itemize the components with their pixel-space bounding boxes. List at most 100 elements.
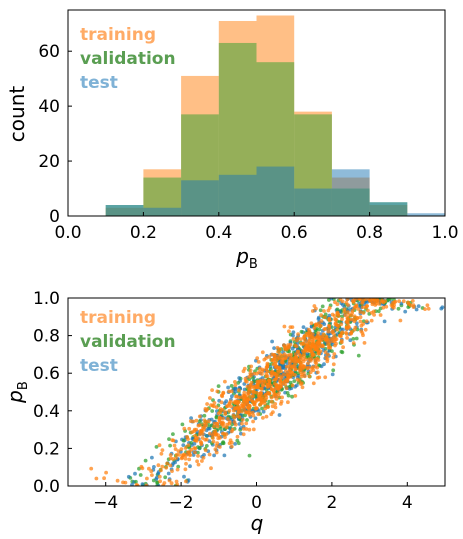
scatter-point-training [255,356,260,361]
scatter-point-training [223,410,228,415]
scatter-point-training [303,357,308,362]
scatter-point-training [266,391,271,396]
scatter-point-validation [214,415,219,419]
scatter-point-training [279,384,283,389]
scatter-point-training [219,393,224,398]
scatter-point-training [203,437,208,442]
scatter-point-test [189,416,194,420]
scatter-point-training [284,386,289,391]
scatter-point-test [270,339,274,344]
scatter-point-training [251,413,256,418]
histogram-frame [67,9,446,217]
scatter-point-training [261,383,266,388]
scatter-point-training [215,424,220,429]
scatter-point-training [210,388,215,392]
scatter-point-training [159,451,164,456]
scatter-point-test [130,482,134,486]
scatter-point-test [382,319,387,324]
scatter-point-training [260,372,264,376]
scatter-point-training [237,415,242,419]
scatter-panel: −4 −2 0 2 4 0.0 0.2 0.4 0.6 0.8 1.0 q pB training… [3,289,446,535]
scatter-point-training [376,298,380,303]
scatter-point-training [229,444,234,449]
scatter-point-training [296,332,300,336]
scatter-point-test [233,389,238,394]
scatter-point-training [349,313,354,318]
scatter-point-validation [356,353,361,358]
scatter-point-training [165,461,170,466]
scatter-point-test [166,471,171,476]
scatter-point-test [188,464,192,469]
scatter-point-training [284,369,288,373]
scatter-point-training [296,336,300,341]
scatter-point-validation [285,391,290,395]
scatter-point-training [161,483,166,486]
scatter-point-training [245,384,250,389]
scatter-point-training [311,381,316,386]
scatter-point-training [183,467,188,472]
scatter-point-training [287,364,291,369]
scatter-point-training [331,362,336,367]
scatter-point-test [192,441,197,446]
scatter-point-training [294,355,299,360]
scatter-point-training [269,399,274,404]
scatter-point-training [242,366,247,371]
scatter-point-training [256,360,261,364]
scatter-y-ticks: 0.0 0.2 0.4 0.6 0.8 1.0 [33,289,72,497]
scatter-point-training [345,336,349,340]
scatter-point-training [360,331,365,335]
scatter-point-training [274,397,279,401]
scatter-point-training [214,443,219,448]
scatter-point-test [440,305,445,310]
scatter-point-validation [151,478,156,483]
scatter-point-training [261,416,265,420]
scatter-point-training [243,376,248,381]
histogram-bar-test [256,166,295,216]
scatter-point-validation [176,464,181,469]
scatter-point-training [334,317,338,322]
scatter-point-training [327,340,332,345]
scatter-point-validation [292,379,297,383]
scatter-point-training [287,361,292,366]
scatter-point-training [279,399,284,404]
histogram-bar-test [143,207,182,216]
scatter-point-training [220,431,225,436]
scatter-legend-test: test [80,356,118,376]
scatter-point-training [339,322,344,327]
scatter-point-training [392,303,396,307]
scatter-point-validation [197,419,202,424]
scatter-point-training [319,313,323,318]
scatter-point-training [294,344,299,349]
scatter-point-training [168,453,173,457]
scatter-y-tick-label: 1.0 [33,289,60,309]
scatter-point-training [210,433,215,438]
scatter-point-training [247,391,251,396]
scatter-point-test [230,394,234,399]
scatter-point-training [256,383,260,387]
scatter-point-training [214,405,219,410]
scatter-point-training [351,341,356,345]
scatter-point-training [278,379,283,384]
scatter-point-training [221,416,225,421]
scatter-point-training [156,463,161,468]
scatter-point-test [253,416,258,421]
scatter-point-training [236,406,241,410]
scatter-point-training [170,438,175,442]
scatter-point-training [242,394,247,398]
scatter-point-training [195,436,200,440]
scatter-point-test [222,453,227,458]
scatter-point-validation [330,349,334,353]
scatter-point-training [164,465,169,470]
scatter-point-training [197,432,202,437]
histogram-y-ticks: 0 20 40 60 [38,42,72,227]
scatter-point-training [363,327,368,332]
scatter-point-validation [317,327,322,332]
scatter-point-training [317,375,322,380]
scatter-point-test [238,426,243,430]
scatter-point-training [208,431,212,436]
scatter-point-training [252,371,256,376]
scatter-point-training [360,305,365,309]
scatter-point-training [362,341,367,345]
scatter-point-training [249,373,253,378]
scatter-point-training [264,414,269,419]
